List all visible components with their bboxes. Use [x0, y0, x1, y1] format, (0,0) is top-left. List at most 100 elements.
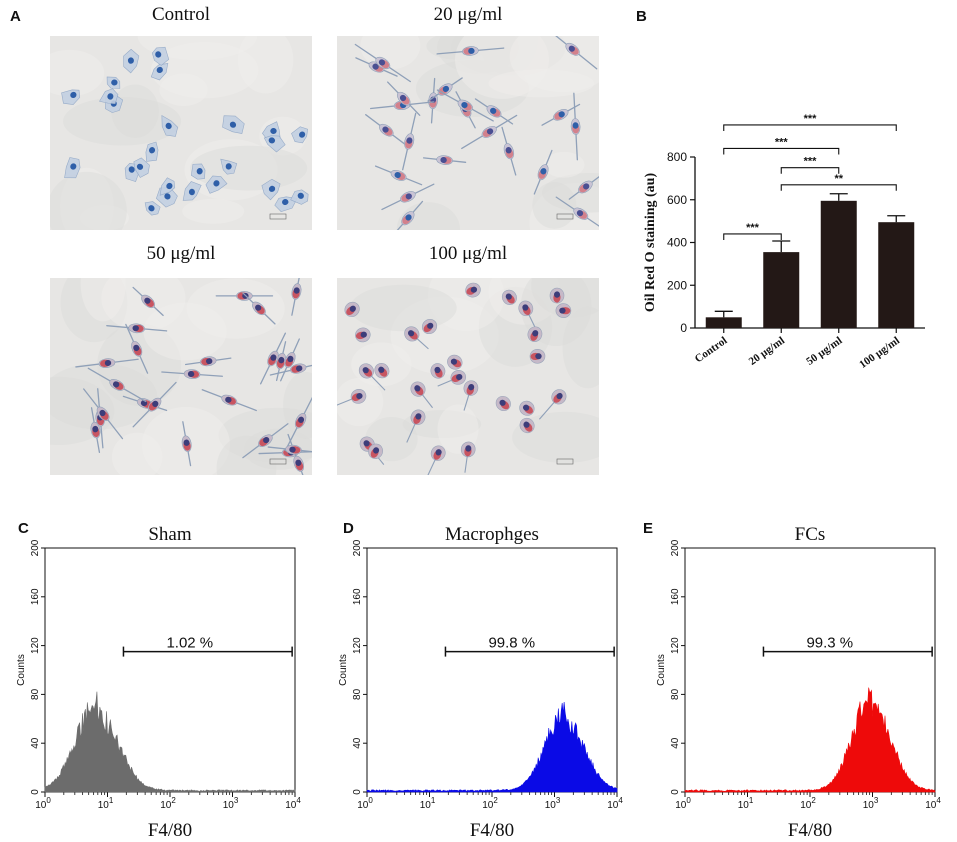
gate-percentage: 1.02 % — [166, 635, 213, 652]
y-tick-label: 40 — [670, 737, 681, 749]
cell — [90, 407, 101, 454]
cell-process — [370, 374, 386, 391]
background-texture — [396, 202, 460, 230]
cell-nucleus — [378, 366, 385, 373]
x-tick-base: 10 — [98, 800, 110, 811]
cell-nucleus — [461, 101, 468, 109]
cell — [64, 157, 81, 179]
cell-nucleus — [144, 297, 151, 304]
micrograph-50 — [50, 278, 312, 475]
significance-bracket — [723, 233, 782, 240]
cell-nucleus — [505, 147, 512, 154]
cell-nucleus — [356, 392, 363, 400]
cell — [427, 445, 446, 475]
y-tick-label: 200 — [30, 539, 41, 556]
x-tick-exponent: 1 — [109, 796, 114, 805]
cell-nucleus — [187, 371, 195, 378]
cell — [465, 282, 481, 298]
cell — [570, 92, 581, 161]
x-tick-label: 103 — [223, 796, 239, 811]
cell — [184, 356, 232, 367]
y-tick-label: 80 — [30, 688, 41, 700]
cell-nucleus — [270, 354, 277, 361]
x-tick-label: 100 — [35, 796, 51, 811]
cell-nucleus — [196, 168, 203, 175]
cell-nucleus — [127, 57, 134, 64]
histogram-distribution — [44, 691, 296, 793]
significance-bracket — [723, 147, 840, 155]
cell-nucleus — [465, 445, 472, 452]
significance-label: *** — [804, 113, 818, 125]
cell-nucleus — [522, 404, 530, 411]
cell-nucleus — [278, 356, 285, 364]
cell-nucleus — [70, 163, 77, 170]
y-axis-label: Counts — [656, 654, 667, 686]
cell — [242, 292, 276, 325]
micrograph-title-20: 20 μg/ml — [433, 4, 503, 25]
cell — [437, 370, 467, 387]
cell — [555, 303, 572, 318]
cell-process — [463, 393, 470, 411]
cell-nucleus — [414, 385, 421, 392]
x-tick-label: 102 — [800, 796, 816, 811]
cell — [144, 201, 161, 216]
cell-nucleus — [382, 126, 389, 133]
background-texture — [562, 306, 599, 389]
y-tick-label: 160 — [352, 588, 363, 605]
x-tick-label: 104 — [925, 796, 941, 811]
cell — [159, 177, 176, 196]
cell — [83, 388, 124, 440]
x-tick-base: 10 — [738, 800, 750, 811]
cell — [242, 423, 289, 459]
cell-nucleus — [450, 358, 458, 365]
cell — [291, 278, 302, 316]
bar — [878, 222, 915, 328]
background-texture — [137, 36, 258, 61]
cell-nucleus — [559, 307, 566, 314]
cell — [259, 332, 287, 385]
y-tick-label: 0 — [680, 321, 687, 335]
background-texture — [50, 49, 105, 97]
cell — [387, 81, 421, 116]
y-tick-label: 200 — [670, 539, 681, 556]
background-texture — [532, 182, 577, 229]
micrograph-control — [50, 36, 312, 230]
cell-nucleus — [270, 127, 277, 135]
cell — [132, 286, 164, 317]
cell — [161, 114, 179, 137]
background-texture — [237, 36, 294, 94]
y-tick-label: 80 — [670, 688, 681, 700]
cell-nucleus — [156, 66, 163, 74]
x-tick-exponent: 3 — [556, 796, 561, 805]
cell-nucleus — [104, 359, 112, 366]
x-tick-label: 100 — [675, 796, 691, 811]
cell — [527, 326, 543, 342]
x-tick-exponent: 0 — [46, 796, 51, 805]
cell-nucleus — [128, 166, 135, 173]
y-tick-label: 160 — [670, 588, 681, 605]
x-tick-label: 103 — [863, 796, 879, 811]
micrograph-cells — [50, 36, 309, 230]
cell-nucleus — [164, 193, 171, 200]
x-tick-label: 50 μg/ml — [804, 335, 844, 368]
background-texture — [50, 363, 158, 430]
cell — [474, 98, 514, 125]
cell-nucleus — [166, 182, 173, 190]
cell-process — [427, 458, 437, 475]
cell — [547, 36, 598, 70]
cell-nucleus — [442, 85, 450, 93]
cell-nucleus — [583, 183, 590, 190]
cell-process — [415, 337, 429, 350]
x-tick-exponent: 2 — [493, 796, 498, 805]
cell-nucleus — [255, 304, 262, 311]
cell — [263, 135, 286, 153]
cell-nucleus — [407, 330, 415, 337]
y-tick-label: 0 — [670, 789, 681, 795]
cell — [555, 196, 599, 230]
cell-nucleus — [406, 137, 413, 144]
cell — [205, 175, 228, 194]
gate-percentage: 99.3 % — [806, 635, 853, 652]
micrograph-cells — [337, 278, 599, 475]
cell-nucleus — [556, 392, 563, 400]
